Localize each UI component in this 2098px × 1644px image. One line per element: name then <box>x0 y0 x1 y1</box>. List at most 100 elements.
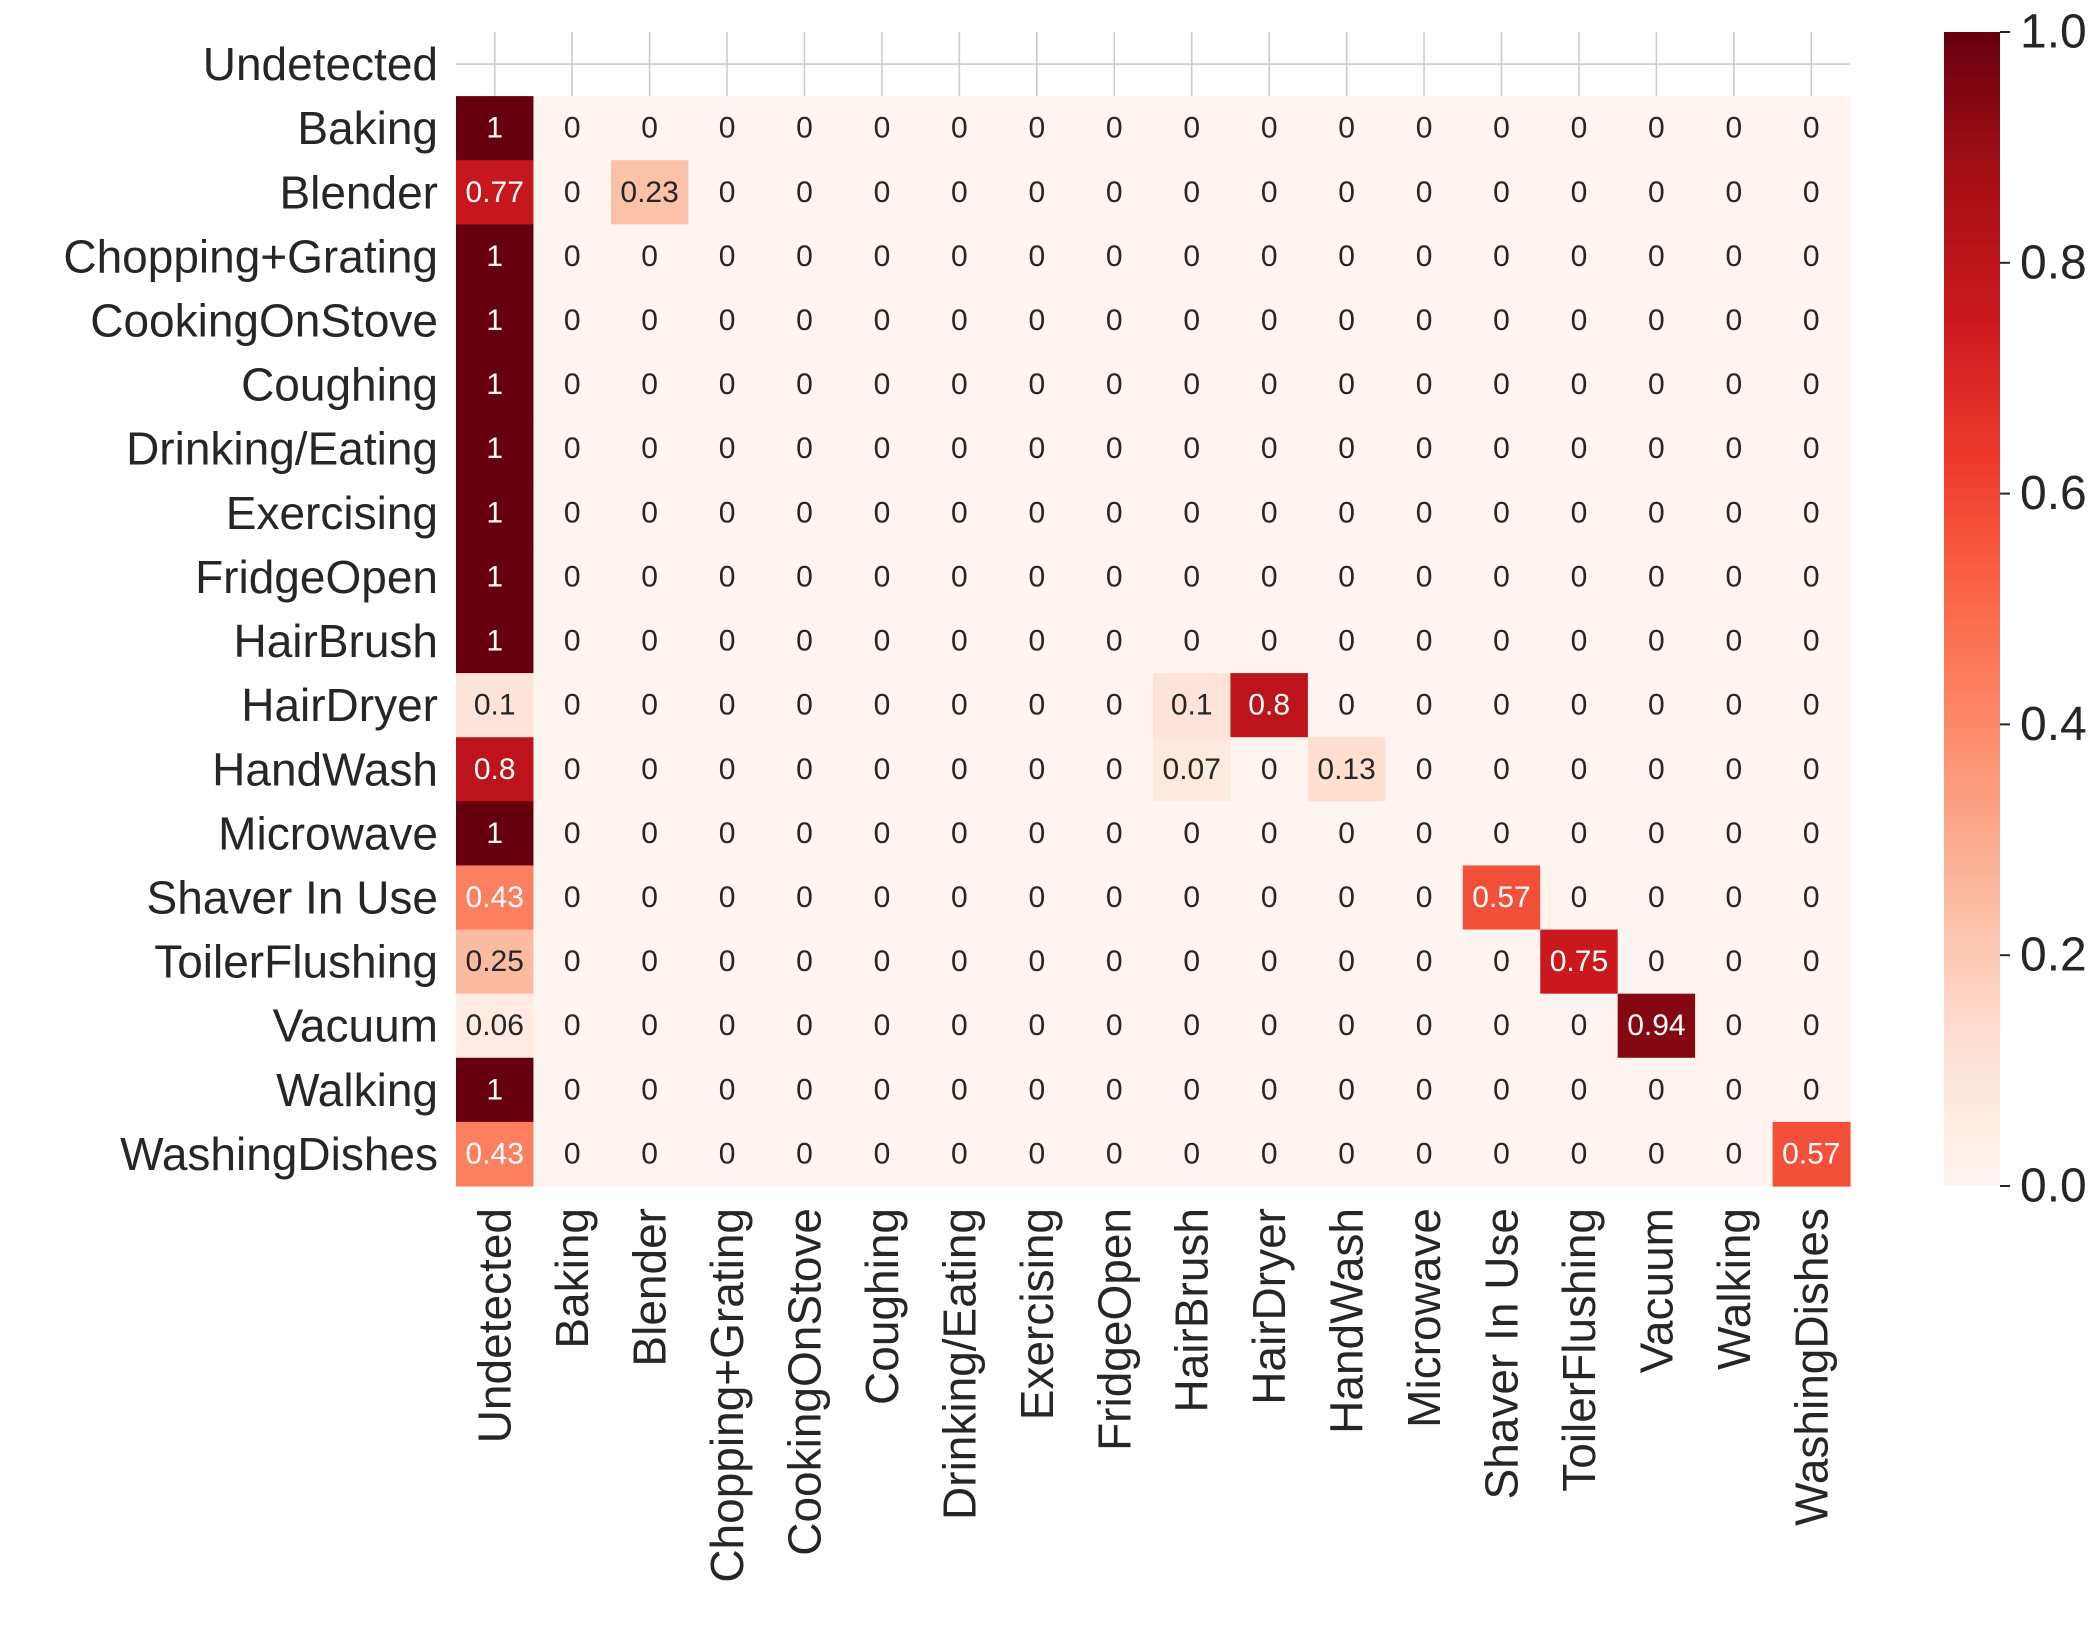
heatmap-cell <box>1385 865 1464 931</box>
cell-value-label: 0 <box>796 496 813 529</box>
y-tick-label: HandWash <box>212 743 438 795</box>
cell-value-label: 0 <box>719 496 736 529</box>
heatmap-cell <box>1307 1121 1386 1187</box>
heatmap-cell <box>843 160 922 225</box>
heatmap-cell <box>1462 865 1541 931</box>
cell-value-label: 0 <box>1106 1009 1123 1042</box>
heatmap-cell <box>1385 224 1464 290</box>
x-tick-label: Coughing <box>856 1208 908 1405</box>
cell-value-label: 1 <box>486 432 503 465</box>
heatmap-cell <box>843 416 922 482</box>
heatmap-cell <box>765 1121 844 1187</box>
heatmap-cell <box>1540 993 1619 1059</box>
cell-value-label: 0 <box>1648 881 1665 914</box>
cell-value-label: 0 <box>1106 1073 1123 1106</box>
heatmap-cell <box>688 224 767 290</box>
cell-value-label: 0.13 <box>1317 753 1375 786</box>
heatmap-cell <box>998 673 1077 738</box>
heatmap-cell <box>998 288 1077 354</box>
x-tick-label: Shaver In Use <box>1476 1208 1528 1499</box>
heatmap-cell <box>765 609 844 674</box>
heatmap-cell <box>998 801 1077 867</box>
heatmap-cell <box>1462 673 1541 738</box>
heatmap-cell <box>688 288 767 354</box>
cell-value-label: 0 <box>1106 368 1123 401</box>
cell-value-label: 0 <box>796 945 813 978</box>
cell-value-label: 0 <box>641 432 658 465</box>
x-tick-label: Undetected <box>469 1208 521 1443</box>
x-tick-label: Microwave <box>1398 1208 1450 1428</box>
y-tick-label: Baking <box>297 102 438 154</box>
cell-value-label: 0 <box>641 496 658 529</box>
heatmap-cell <box>1230 801 1309 867</box>
cell-value-label: 0 <box>1725 625 1742 658</box>
cell-value-label: 0 <box>1571 112 1588 145</box>
cell-value-label: 0 <box>796 560 813 593</box>
cell-value-label: 0 <box>1183 817 1200 850</box>
cell-value-label: 0 <box>1803 689 1820 722</box>
heatmap-cell <box>765 96 844 161</box>
heatmap-cell <box>1307 929 1386 995</box>
heatmap-cell <box>1695 993 1774 1059</box>
cell-value-label: 0 <box>564 881 581 914</box>
cell-value-label: 0 <box>1338 625 1355 658</box>
cell-value-label: 0 <box>951 625 968 658</box>
heatmap-cell <box>1462 288 1541 354</box>
cell-value-label: 0 <box>719 304 736 337</box>
cell-value-label: 0 <box>1416 945 1433 978</box>
cell-value-label: 0 <box>641 625 658 658</box>
cell-value-label: 0 <box>1493 945 1510 978</box>
heatmap-cell <box>1385 352 1464 418</box>
cell-value-label: 0 <box>1571 817 1588 850</box>
y-tick-label: FridgeOpen <box>195 551 438 603</box>
heatmap-cell <box>1385 416 1464 482</box>
cell-value-label: 0 <box>719 753 736 786</box>
heatmap-cell <box>1307 1057 1386 1123</box>
heatmap-cell <box>1385 737 1464 802</box>
heatmap-cell <box>1617 993 1696 1059</box>
heatmap-cell <box>610 929 689 995</box>
cell-value-label: 0 <box>1261 240 1278 273</box>
heatmap-cell <box>1385 609 1464 674</box>
cell-value-label: 0 <box>796 304 813 337</box>
heatmap-cell <box>1617 673 1696 738</box>
cell-value-label: 0 <box>1648 625 1665 658</box>
heatmap-cell <box>843 609 922 674</box>
heatmap-cell <box>1772 352 1851 418</box>
y-tick-label: Coughing <box>241 359 438 411</box>
heatmap-cell <box>765 1057 844 1123</box>
heatmap-cell <box>688 1121 767 1187</box>
cell-value-label: 0 <box>796 1073 813 1106</box>
heatmap-cell <box>1772 993 1851 1059</box>
x-tick-label: ToilerFlushing <box>1553 1208 1605 1492</box>
cell-value-label: 0 <box>1261 817 1278 850</box>
heatmap-cell <box>610 801 689 867</box>
heatmap-cell <box>1695 1057 1774 1123</box>
cell-value-label: 0 <box>1803 496 1820 529</box>
cell-value-label: 0 <box>1416 176 1433 209</box>
heatmap-cell <box>456 480 535 546</box>
colorbar-tick-label: 0.8 <box>2020 236 2087 289</box>
cell-value-label: 0 <box>1028 240 1045 273</box>
heatmap-cell <box>1075 352 1154 418</box>
heatmap-cell <box>1230 993 1309 1059</box>
heatmap-cell <box>1617 1057 1696 1123</box>
heatmap-cell <box>1695 609 1774 674</box>
heatmap-cell <box>610 609 689 674</box>
cell-value-label: 0 <box>564 753 581 786</box>
x-tick-label: Walking <box>1708 1208 1760 1370</box>
heatmap-cell <box>1540 96 1619 161</box>
cell-value-label: 0 <box>1028 112 1045 145</box>
cell-value-label: 0 <box>1493 112 1510 145</box>
cell-value-label: 0 <box>1725 496 1742 529</box>
cell-value-label: 0 <box>1493 625 1510 658</box>
cell-value-label: 0 <box>1648 240 1665 273</box>
cell-value-label: 0 <box>874 753 891 786</box>
heatmap-cell <box>1385 288 1464 354</box>
colorbar-gradient <box>1944 32 2000 1186</box>
heatmap-cell <box>843 929 922 995</box>
heatmap-cell <box>533 96 612 161</box>
cell-value-label: 0 <box>1028 368 1045 401</box>
cell-value-label: 0 <box>1338 432 1355 465</box>
heatmap-cell <box>843 801 922 867</box>
